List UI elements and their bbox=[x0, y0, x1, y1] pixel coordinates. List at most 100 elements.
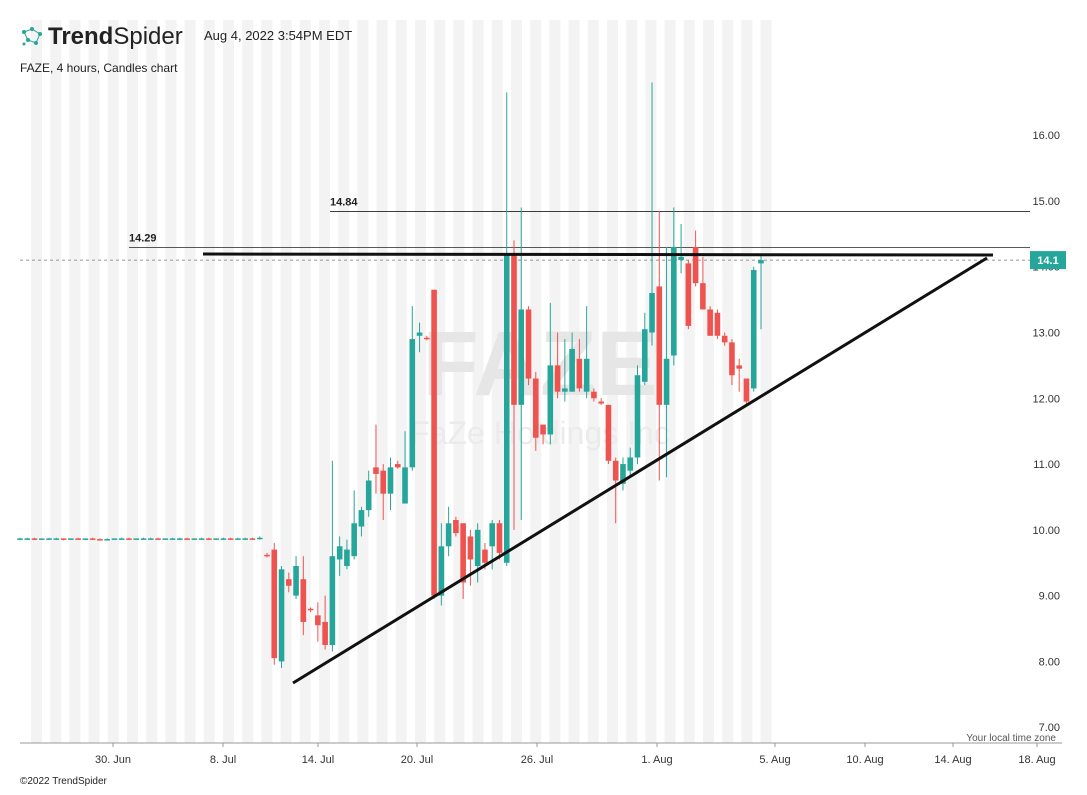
candle-body bbox=[460, 523, 466, 583]
candle-body bbox=[700, 283, 706, 310]
x-tick-label: 10. Aug bbox=[846, 754, 883, 766]
level-label: 14.84 bbox=[330, 196, 358, 208]
candle-body bbox=[184, 538, 190, 540]
logo-light: Spider bbox=[113, 23, 182, 50]
candle-body bbox=[322, 621, 328, 645]
x-tick-label: 26. Jul bbox=[521, 754, 553, 766]
candle-body bbox=[358, 510, 365, 527]
y-tick-label: 15.00 bbox=[1032, 196, 1060, 208]
session-band bbox=[280, 20, 292, 743]
candle-body bbox=[60, 538, 67, 540]
candle-body bbox=[445, 523, 452, 547]
candle-body bbox=[525, 309, 532, 379]
candle-body bbox=[147, 538, 154, 540]
x-tick-label: 18. Aug bbox=[1018, 754, 1055, 766]
candle-body bbox=[518, 309, 525, 405]
candle-body bbox=[82, 538, 89, 540]
session-band bbox=[434, 20, 446, 743]
candle-body bbox=[707, 309, 713, 336]
candle-body bbox=[656, 286, 663, 405]
candle-body bbox=[758, 260, 764, 264]
logo-text: TrendSpider bbox=[48, 23, 183, 50]
candle-body bbox=[503, 253, 510, 563]
session-band bbox=[607, 20, 618, 743]
session-band bbox=[50, 20, 62, 743]
session-band bbox=[722, 20, 734, 743]
candle-body bbox=[111, 538, 118, 540]
candle-body bbox=[17, 538, 23, 540]
session-band bbox=[703, 20, 714, 743]
watermark-symbol: FAZE bbox=[422, 313, 657, 415]
x-tick-label: 20. Jul bbox=[401, 754, 433, 766]
candle-body bbox=[598, 401, 604, 404]
candle-body bbox=[344, 549, 350, 567]
candle-body bbox=[133, 538, 140, 540]
y-tick-label: 11.00 bbox=[1033, 459, 1060, 471]
candle-body bbox=[634, 375, 641, 458]
candle-body bbox=[235, 538, 241, 540]
y-tick-label: 13.00 bbox=[1032, 327, 1060, 339]
candle-body bbox=[620, 464, 626, 484]
candle-body bbox=[126, 538, 132, 540]
candle-body bbox=[482, 549, 488, 563]
session-band bbox=[491, 20, 503, 743]
x-tick-label: 8. Jul bbox=[210, 754, 236, 766]
candle-body bbox=[278, 569, 285, 662]
candle-body bbox=[612, 460, 619, 481]
session-band bbox=[242, 20, 254, 743]
candle-body bbox=[678, 256, 684, 261]
candle-body bbox=[729, 342, 735, 376]
candle-body bbox=[256, 537, 263, 540]
y-tick-label: 12.00 bbox=[1032, 393, 1060, 405]
session-band bbox=[338, 20, 350, 743]
candle-body bbox=[118, 538, 125, 540]
candle-body bbox=[242, 538, 249, 540]
candle-body bbox=[293, 566, 299, 596]
candle-body bbox=[627, 457, 634, 471]
session-band bbox=[376, 20, 388, 743]
candle-body bbox=[562, 388, 568, 392]
timezone-note: Your local time zone bbox=[966, 733, 1056, 744]
y-tick-label: 16.00 bbox=[1032, 130, 1060, 142]
candle-body bbox=[177, 538, 183, 540]
candle-body bbox=[394, 464, 401, 468]
candle-body bbox=[315, 615, 321, 626]
candle-body bbox=[140, 538, 147, 540]
watermark-name: FaZe Holdings Inc bbox=[410, 415, 670, 451]
candle-body bbox=[641, 329, 648, 382]
session-band bbox=[203, 20, 215, 743]
candle-body bbox=[750, 269, 757, 389]
x-tick-label: 5. Aug bbox=[759, 754, 790, 766]
candle-body bbox=[692, 246, 699, 284]
candle-body bbox=[431, 289, 437, 596]
session-band bbox=[299, 20, 311, 743]
resistance-line bbox=[202, 252, 994, 257]
candle-body bbox=[329, 556, 336, 645]
session-band bbox=[127, 20, 138, 743]
candle-body bbox=[547, 365, 554, 435]
y-tick-label: 9.00 bbox=[1039, 591, 1060, 603]
candle-body bbox=[264, 554, 270, 557]
candle-body bbox=[416, 332, 423, 336]
candle-body bbox=[496, 523, 503, 553]
session-band bbox=[319, 20, 330, 743]
session-band bbox=[69, 20, 81, 743]
candle-body bbox=[489, 523, 496, 547]
candle-body bbox=[75, 538, 81, 540]
candle-body bbox=[387, 467, 394, 494]
candle-body bbox=[220, 538, 227, 540]
candle-body bbox=[583, 358, 590, 392]
candle-body bbox=[736, 365, 743, 369]
candle-body bbox=[373, 467, 379, 474]
last-price-label: 14.1 bbox=[1037, 255, 1058, 267]
candle-body bbox=[467, 536, 474, 560]
candle-body bbox=[685, 263, 692, 326]
candle-body bbox=[38, 538, 45, 540]
x-tick-label: 1. Aug bbox=[641, 754, 672, 766]
x-tick-label: 14. Jul bbox=[302, 754, 334, 766]
candle-body bbox=[671, 246, 677, 356]
candle-body bbox=[191, 538, 198, 540]
candle-body bbox=[198, 538, 205, 540]
candle-body bbox=[285, 579, 292, 586]
x-tick-label: 14. Aug bbox=[934, 754, 971, 766]
